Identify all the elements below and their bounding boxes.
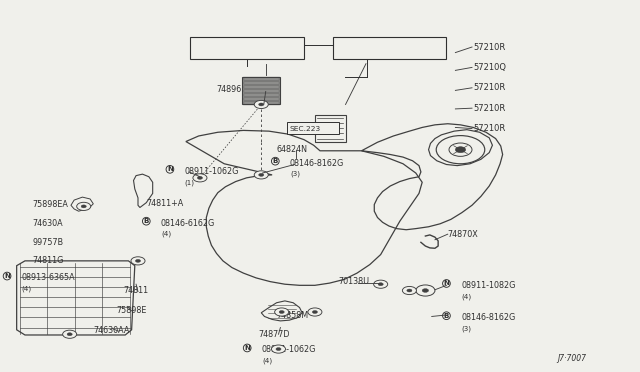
Text: 74630AA: 74630AA [93, 326, 130, 335]
Text: 70138U: 70138U [338, 277, 369, 286]
Text: 08911-1062G: 08911-1062G [184, 167, 239, 176]
Circle shape [136, 259, 141, 262]
Text: N: N [4, 273, 10, 279]
Circle shape [197, 176, 202, 179]
Text: (3): (3) [461, 326, 471, 332]
Text: 74858M: 74858M [276, 311, 308, 320]
Text: 74811: 74811 [124, 286, 148, 295]
Text: B: B [143, 218, 149, 224]
Circle shape [279, 311, 284, 314]
Circle shape [422, 289, 429, 292]
Text: 57210R: 57210R [473, 42, 506, 51]
Text: B: B [444, 313, 449, 319]
Text: 08146-8162G: 08146-8162G [461, 313, 515, 322]
Circle shape [312, 311, 317, 314]
Text: 64824N: 64824N [276, 145, 308, 154]
Text: 08911-1082G: 08911-1082G [461, 281, 515, 290]
Text: 75898E: 75898E [116, 306, 147, 315]
Text: (1): (1) [184, 179, 195, 186]
Text: 99757B: 99757B [33, 238, 64, 247]
Text: (4): (4) [461, 293, 471, 300]
Circle shape [276, 347, 281, 350]
Circle shape [81, 205, 86, 208]
Bar [287, 122, 339, 134]
Bar [242, 77, 280, 105]
Text: 08156-6162F: 08156-6162F [352, 40, 403, 49]
Circle shape [131, 257, 145, 265]
Text: (4): (4) [22, 286, 32, 292]
Text: 74896: 74896 [216, 85, 242, 94]
Circle shape [77, 202, 91, 211]
Text: SEC.223: SEC.223 [289, 126, 321, 132]
Text: 74877D: 74877D [258, 330, 289, 339]
Circle shape [308, 308, 322, 316]
Circle shape [374, 280, 388, 288]
Text: (4): (4) [262, 358, 272, 364]
Text: 57210R: 57210R [473, 83, 506, 92]
Text: N: N [244, 345, 250, 351]
Text: J7·7007: J7·7007 [557, 354, 587, 363]
Text: 75898EA: 75898EA [33, 200, 68, 209]
Text: 74811G: 74811G [33, 256, 64, 265]
Circle shape [275, 308, 289, 316]
Text: 08913-6365A: 08913-6365A [22, 273, 76, 282]
Circle shape [254, 100, 268, 109]
Circle shape [403, 286, 417, 295]
Text: B: B [273, 158, 278, 164]
Text: 08146-6162G: 08146-6162G [161, 219, 215, 228]
Bar [333, 37, 447, 59]
Text: (1): (1) [352, 49, 362, 56]
Circle shape [63, 330, 77, 338]
Text: 08911-1062G: 08911-1062G [262, 345, 316, 354]
Text: 57210Q: 57210Q [473, 63, 506, 72]
Circle shape [456, 147, 466, 153]
Circle shape [259, 173, 264, 176]
Circle shape [67, 333, 72, 336]
Circle shape [259, 103, 264, 106]
Text: (2): (2) [209, 49, 220, 56]
Text: (3): (3) [290, 171, 300, 177]
Text: 08918-3062A: 08918-3062A [209, 40, 262, 49]
Bar [315, 115, 346, 141]
Circle shape [254, 171, 268, 179]
Text: 74870X: 74870X [448, 230, 479, 239]
Bar [190, 37, 304, 59]
Text: N: N [197, 42, 203, 48]
Text: N: N [444, 280, 449, 286]
Circle shape [378, 283, 383, 286]
Circle shape [193, 174, 207, 182]
Text: 57210R: 57210R [473, 124, 506, 133]
Text: 08146-8162G: 08146-8162G [290, 158, 344, 167]
Circle shape [407, 289, 412, 292]
Text: 57210R: 57210R [473, 104, 506, 113]
Text: 74811+A: 74811+A [147, 199, 184, 208]
Text: N: N [167, 166, 173, 172]
Text: (4): (4) [161, 231, 171, 237]
Text: 74630A: 74630A [33, 219, 63, 228]
Text: B: B [340, 42, 345, 48]
Circle shape [271, 345, 285, 353]
